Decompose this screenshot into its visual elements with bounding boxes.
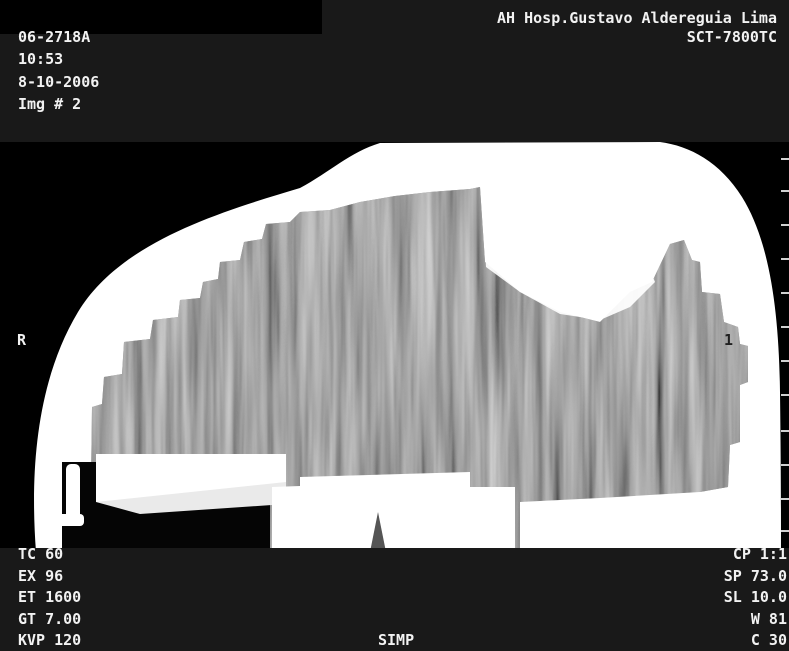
param-et: ET 1600 <box>18 588 82 606</box>
scale-tick <box>781 498 789 500</box>
scale-tick <box>781 326 789 328</box>
footer-panel <box>0 548 789 651</box>
scale-tick <box>781 430 789 432</box>
param-sp: SP 73.0 <box>723 567 787 585</box>
bright-region <box>482 190 655 320</box>
scale-tick <box>781 224 789 226</box>
scale-tick <box>781 530 789 532</box>
scale-tick <box>781 464 789 466</box>
scan-time: 10:53 <box>18 50 64 68</box>
param-ex: EX 96 <box>18 567 64 585</box>
scale-tick <box>781 360 789 362</box>
param-sl: SL 10.0 <box>723 588 787 606</box>
study-id: 06-2718A <box>18 28 91 46</box>
param-cp: CP 1:1 <box>732 545 787 563</box>
param-tc: TC 60 <box>18 545 64 563</box>
scale-tick <box>781 158 789 160</box>
redacted-patient-name <box>0 0 322 34</box>
lower-left-artifact <box>54 454 286 552</box>
scan-date: 8-10-2006 <box>18 73 100 91</box>
scale-tick <box>781 394 789 396</box>
param-window: W 81 <box>750 610 787 628</box>
param-kvp: KVP 120 <box>18 631 82 649</box>
image-number: Img # 2 <box>18 95 82 113</box>
param-center: C 30 <box>750 631 787 649</box>
param-gt: GT 7.00 <box>18 610 82 628</box>
orientation-marker-right: 1 <box>724 331 734 349</box>
institution-name: AH Hosp.Gustavo Aldereguia Lima <box>497 9 777 27</box>
orientation-marker-left: R <box>17 331 27 349</box>
reconstruction-mode: SIMP <box>378 631 415 649</box>
scale-tick <box>781 258 789 260</box>
scale-tick <box>781 292 789 294</box>
scanner-model: SCT-7800TC <box>686 28 777 46</box>
ct-scan-image <box>34 142 782 552</box>
lower-bright-band <box>272 472 515 552</box>
scale-tick <box>781 190 789 192</box>
